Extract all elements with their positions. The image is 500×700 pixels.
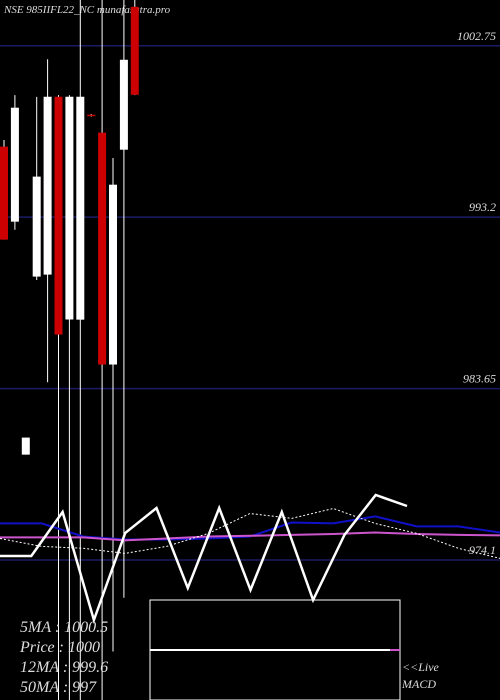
candle-body	[54, 96, 63, 335]
macd-line	[0, 493, 408, 625]
info-line: 50MA : 997	[20, 679, 97, 696]
candle-body	[65, 96, 74, 320]
candle-body	[98, 132, 107, 365]
candle-body	[119, 59, 128, 150]
info-line: Price : 1000	[19, 639, 100, 656]
candle-body	[43, 96, 52, 275]
candle-body	[87, 114, 96, 117]
ma-line	[0, 531, 500, 542]
info-line: 12MA : 999.6	[20, 659, 108, 676]
candle-body	[32, 176, 41, 277]
candle-body	[21, 437, 30, 455]
y-tick-label: 983.65	[463, 372, 496, 386]
y-tick-label: 993.2	[469, 200, 496, 214]
y-tick-label: 1002.75	[457, 29, 496, 43]
y-tick-label: 974.1	[469, 543, 496, 557]
live-label: <<Live	[402, 660, 440, 674]
info-line: 5MA : 1000.5	[20, 619, 108, 636]
candle-body	[130, 6, 139, 95]
candle-body	[0, 146, 8, 240]
candle-body	[109, 184, 117, 365]
chart-title: NSE 985IIFL22_NC munafasutra.pro	[3, 4, 171, 16]
ma-line	[0, 507, 500, 559]
macd-label: MACD	[401, 677, 436, 691]
candle-body	[10, 107, 19, 222]
candle-body	[76, 96, 85, 320]
